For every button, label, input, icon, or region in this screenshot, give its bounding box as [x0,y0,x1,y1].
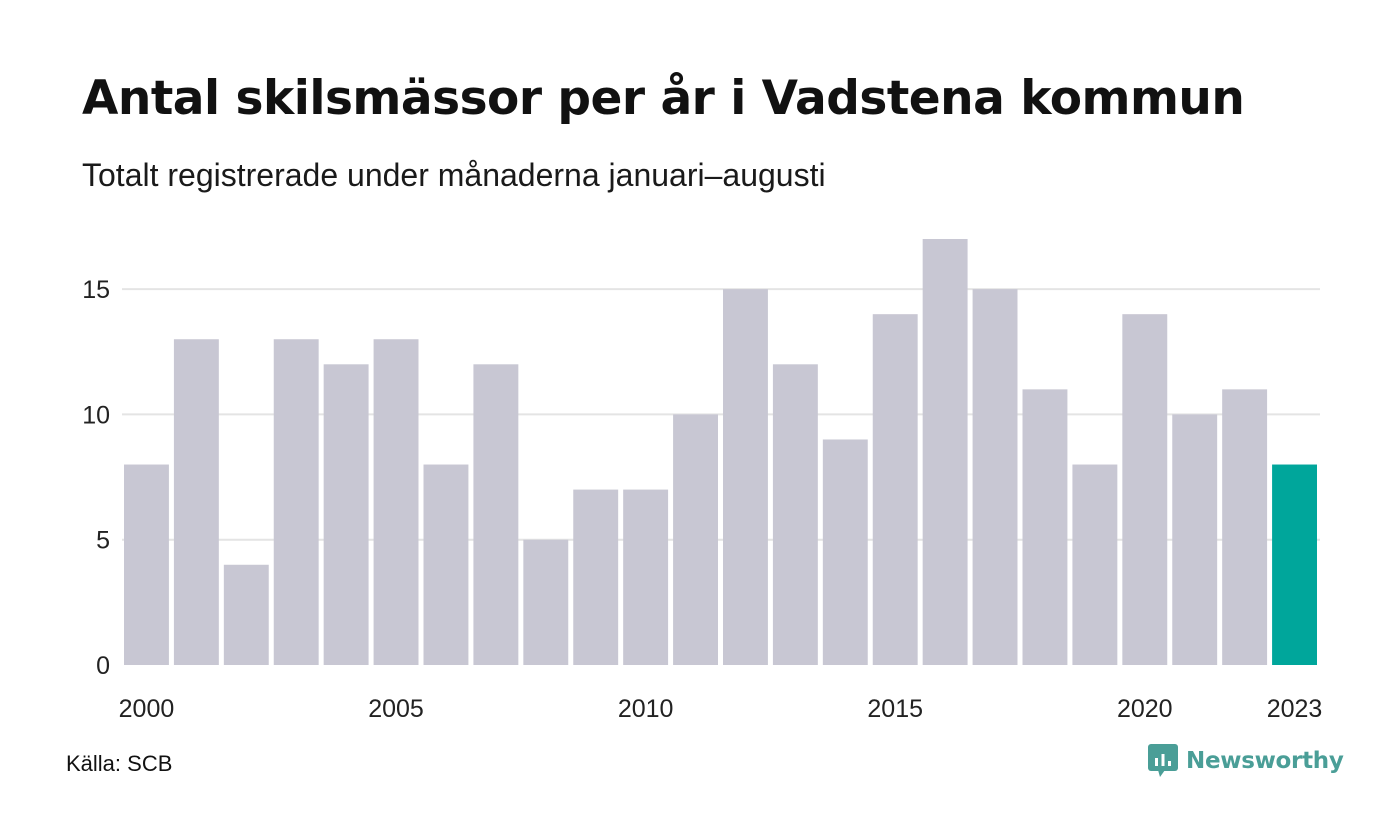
brand-logo: Newsworthy [1148,744,1344,778]
x-tick-label: 2023 [1267,695,1323,723]
x-tick-label: 2020 [1117,695,1173,723]
bar-2003 [273,339,319,665]
y-tick-label: 15 [82,276,110,304]
bar-2023 [1272,464,1317,665]
newsworthy-logo-icon [1148,744,1178,777]
bar-2000 [124,464,169,665]
y-tick-label: 0 [96,652,110,680]
bar-2012 [723,289,768,665]
bar-chart: 0 5 10 15 2000 2005 2010 2015 2020 2023 [82,239,1323,723]
bar-2014 [822,439,868,665]
bar-2020 [1122,314,1168,665]
y-tick-label: 5 [96,527,110,555]
bar-2007 [473,364,519,665]
bar-2022 [1222,389,1268,665]
bar-2001 [173,339,219,665]
bar-2013 [772,364,818,665]
y-tick-label: 10 [82,401,110,429]
x-tick-label: 2010 [618,695,674,723]
x-tick-label: 2000 [119,695,175,723]
bar-2019 [1072,464,1118,665]
bar-2017 [972,289,1018,665]
bar-2016 [922,239,968,665]
bar-2008 [523,539,569,665]
bar-2005 [373,339,419,665]
chart-title: Antal skilsmässor per år i Vadstena komm… [82,71,1245,126]
bar-2021 [1172,414,1218,665]
bar-2004 [323,364,369,665]
bar-2009 [573,489,619,665]
bar-2015 [872,314,918,665]
bar-2011 [673,414,718,665]
source-note: Källa: SCB [66,751,173,776]
chart-subtitle: Totalt registrerade under månaderna janu… [82,157,826,193]
x-tick-label: 2005 [368,695,424,723]
bar-2002 [223,564,269,665]
bar-2010 [623,489,669,665]
bar-2006 [423,464,469,665]
x-tick-label: 2015 [867,695,923,723]
bar-2018 [1022,389,1068,665]
brand-name: Newsworthy [1186,748,1344,774]
